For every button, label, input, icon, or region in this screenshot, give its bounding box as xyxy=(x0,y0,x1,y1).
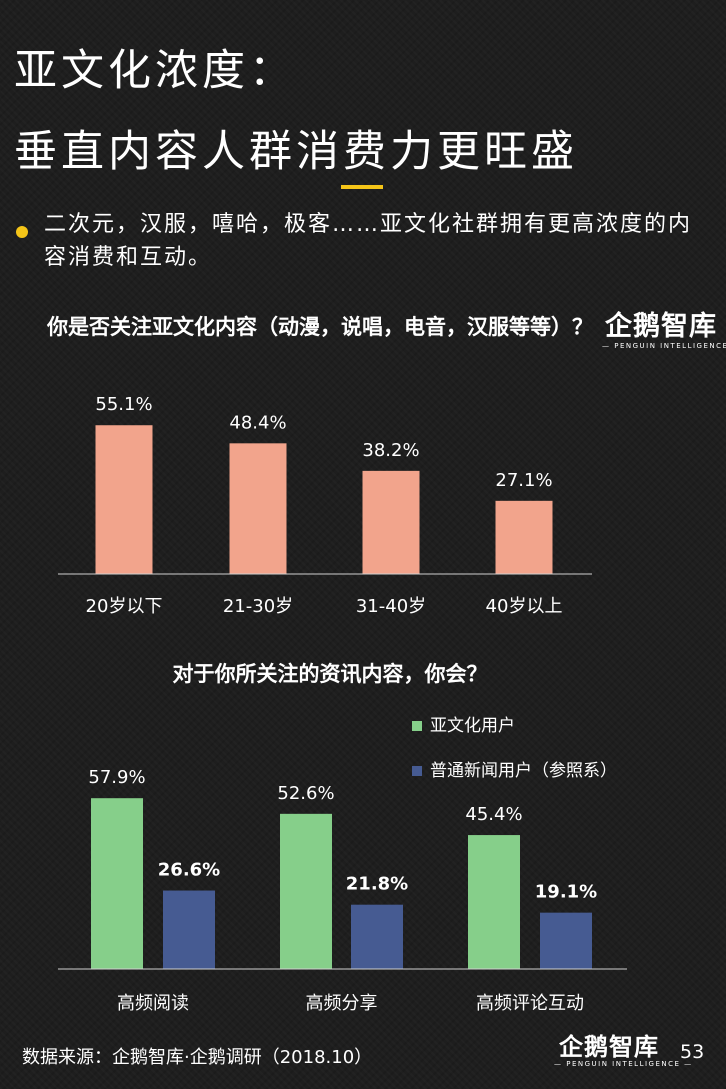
chart2-title: 对于你所关注的资讯内容，你会？ xyxy=(172,662,488,686)
chart1-value-label: 38.2% xyxy=(362,440,419,461)
chart1-bar xyxy=(362,470,420,574)
chart1-value-label: 48.4% xyxy=(229,412,286,433)
title-accent-bar xyxy=(341,185,383,189)
page-number: 53 xyxy=(680,1041,705,1063)
logo-subtitle: — PENGUIN INTELLIGENCE — xyxy=(554,1060,693,1068)
bullet-text: 二次元，汉服，嘻哈，极客……亚文化社群拥有更高浓度的内容消费和互动。 xyxy=(44,212,693,270)
chart1-svg: 55.1% 48.4% 38.2% 27.1% 20岁以下 21-30岁 31-40岁 40… xyxy=(58,394,592,617)
chart2-bar xyxy=(91,798,143,969)
legend-swatch xyxy=(412,721,422,731)
data-source: 数据来源：企鹅智库·企鹅调研（2018.10） xyxy=(22,1047,373,1068)
chart2-value-label: 57.9% xyxy=(88,767,145,788)
chart2-bar xyxy=(540,912,592,969)
legend-swatch xyxy=(412,766,422,776)
penguin-logo-top: 企鹅智库 — PENGUIN INTELLIGENCE — xyxy=(602,311,726,351)
chart2-value-label: 45.4% xyxy=(465,804,522,825)
chart2-bar xyxy=(468,835,520,969)
chart1-bar xyxy=(229,443,287,574)
legend-label: 普通新闻用户（参照系） xyxy=(430,761,617,781)
logo-text: 企鹅智库 xyxy=(559,1033,659,1061)
chart1-category-label: 20岁以下 xyxy=(86,596,163,617)
chart2-value-label: 52.6% xyxy=(277,783,334,804)
chart2-category-label: 高频分享 xyxy=(306,993,378,1014)
page-title-line-1: 亚文化浓度： xyxy=(14,46,296,96)
bullet-dot-icon xyxy=(16,226,28,238)
chart1-value-label: 55.1% xyxy=(95,394,152,415)
chart1-title: 你是否关注亚文化内容（动漫，说唱，电音，汉服等等）？ xyxy=(47,315,593,339)
logo-subtitle: — PENGUIN INTELLIGENCE — xyxy=(602,342,726,350)
page-title-line-2: 垂直内容人群消费力更旺盛 xyxy=(14,127,578,177)
chart2-bar xyxy=(351,904,403,969)
chart2-value-label: 19.1% xyxy=(535,882,597,903)
chart2-bar xyxy=(280,813,332,969)
chart1-bar xyxy=(495,500,553,574)
chart1-category-label: 21-30岁 xyxy=(223,596,293,617)
chart2-value-label: 21.8% xyxy=(346,874,408,895)
chart2-bar xyxy=(163,890,215,969)
chart2-category-label: 高频评论互动 xyxy=(476,993,584,1014)
chart1-bar xyxy=(95,425,153,574)
legend-label: 亚文化用户 xyxy=(430,716,515,736)
chart1-category-label: 40岁以上 xyxy=(486,596,563,617)
logo-text: 企鹅智库 xyxy=(605,311,717,342)
chart2-value-label: 26.6% xyxy=(158,860,220,881)
chart1-value-label: 27.1% xyxy=(495,470,552,491)
penguin-logo-bottom: 企鹅智库 — PENGUIN INTELLIGENCE — xyxy=(554,1033,693,1069)
chart1-category-label: 31-40岁 xyxy=(356,596,426,617)
chart2-category-label: 高频阅读 xyxy=(117,993,189,1014)
